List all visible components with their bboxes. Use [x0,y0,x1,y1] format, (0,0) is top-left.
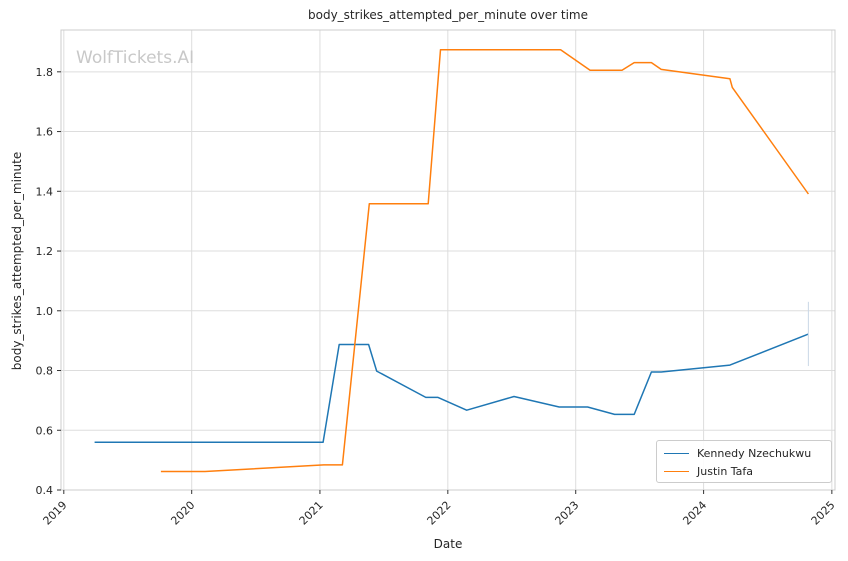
x-tick-label: 2019 [41,499,70,528]
y-tick-label: 1.8 [36,66,54,79]
legend-item-kennedy: Kennedy Nzechukwu [664,447,811,460]
x-axis-label: Date [433,537,463,551]
x-tick-label: 2022 [425,499,454,528]
y-tick-label: 0.8 [36,365,54,378]
legend-item-justin: Justin Tafa [664,465,753,478]
series-line-kennedy-nzechukwu [94,333,809,443]
y-axis-ticks: 0.4 0.6 0.8 1.0 1.2 1.4 1.6 1.8 [36,66,61,497]
legend-label-justin: Justin Tafa [697,465,754,478]
series-lines [94,48,810,473]
x-tick-label: 2024 [680,499,709,528]
watermark-text: WolfTickets.AI [76,48,195,68]
y-axis-label: body_strikes_attempted_per_minute [10,151,24,371]
x-tick-label: 2021 [297,499,326,528]
legend: Kennedy Nzechukwu Justin Tafa [656,440,832,483]
y-tick-label: 1.2 [36,245,54,258]
y-tick-label: 1.6 [36,126,54,139]
grid-lines [61,30,835,491]
x-tick-label: 2020 [168,499,197,528]
y-tick-label: 0.4 [36,484,54,497]
chart-title: body_strikes_attempted_per_minute over t… [308,8,588,22]
y-tick-label: 0.6 [36,424,54,437]
x-axis-ticks: 2019 2020 2021 2022 2023 2024 2025 [41,490,838,528]
legend-swatch-justin [664,471,689,472]
y-tick-label: 1.0 [36,305,54,318]
x-tick-label: 2023 [553,499,582,528]
y-tick-label: 1.4 [36,185,54,198]
x-tick-label: 2025 [809,499,838,528]
legend-label-kennedy: Kennedy Nzechukwu [697,447,812,460]
legend-swatch-kennedy [664,453,689,454]
series-line-justin-tafa [160,48,810,473]
